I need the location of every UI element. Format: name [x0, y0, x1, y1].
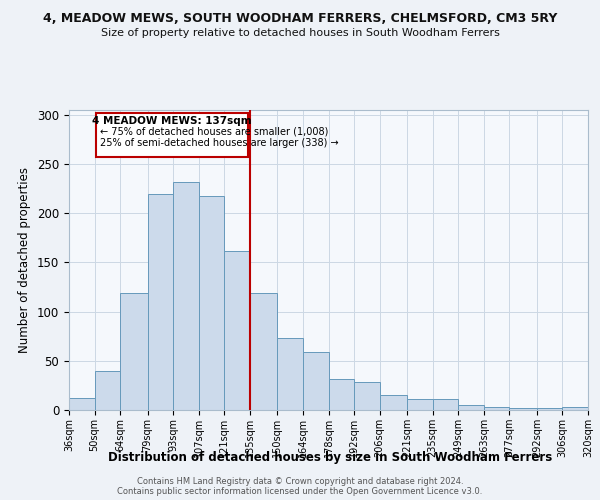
Bar: [173, 182, 199, 410]
Bar: [329, 378, 354, 410]
Bar: [407, 399, 433, 410]
Bar: [562, 407, 588, 410]
Text: 4, MEADOW MEWS, SOUTH WOODHAM FERRERS, CHELMSFORD, CM3 5RY: 4, MEADOW MEWS, SOUTH WOODHAM FERRERS, C…: [43, 12, 557, 26]
Bar: [277, 338, 303, 410]
Text: 25% of semi-detached houses are larger (338) →: 25% of semi-detached houses are larger (…: [100, 138, 338, 147]
Bar: [199, 196, 224, 410]
Bar: [224, 250, 250, 410]
Bar: [433, 399, 458, 410]
Text: ← 75% of detached houses are smaller (1,008): ← 75% of detached houses are smaller (1,…: [100, 126, 328, 136]
Bar: [95, 370, 120, 410]
Bar: [354, 382, 380, 410]
Text: Distribution of detached houses by size in South Woodham Ferrers: Distribution of detached houses by size …: [108, 451, 552, 464]
Bar: [303, 352, 329, 410]
Bar: [484, 407, 509, 410]
Y-axis label: Number of detached properties: Number of detached properties: [19, 167, 31, 353]
Bar: [537, 408, 562, 410]
Text: Contains HM Land Registry data © Crown copyright and database right 2024.: Contains HM Land Registry data © Crown c…: [137, 476, 463, 486]
Text: 4 MEADOW MEWS: 137sqm: 4 MEADOW MEWS: 137sqm: [92, 116, 252, 126]
Bar: [250, 293, 277, 410]
Bar: [380, 395, 407, 410]
Bar: [148, 194, 173, 410]
Bar: [458, 405, 484, 410]
Text: Size of property relative to detached houses in South Woodham Ferrers: Size of property relative to detached ho…: [101, 28, 499, 38]
Text: Contains public sector information licensed under the Open Government Licence v3: Contains public sector information licen…: [118, 486, 482, 496]
FancyBboxPatch shape: [97, 113, 248, 157]
Bar: [120, 293, 148, 410]
Bar: [69, 398, 95, 410]
Bar: [509, 408, 537, 410]
